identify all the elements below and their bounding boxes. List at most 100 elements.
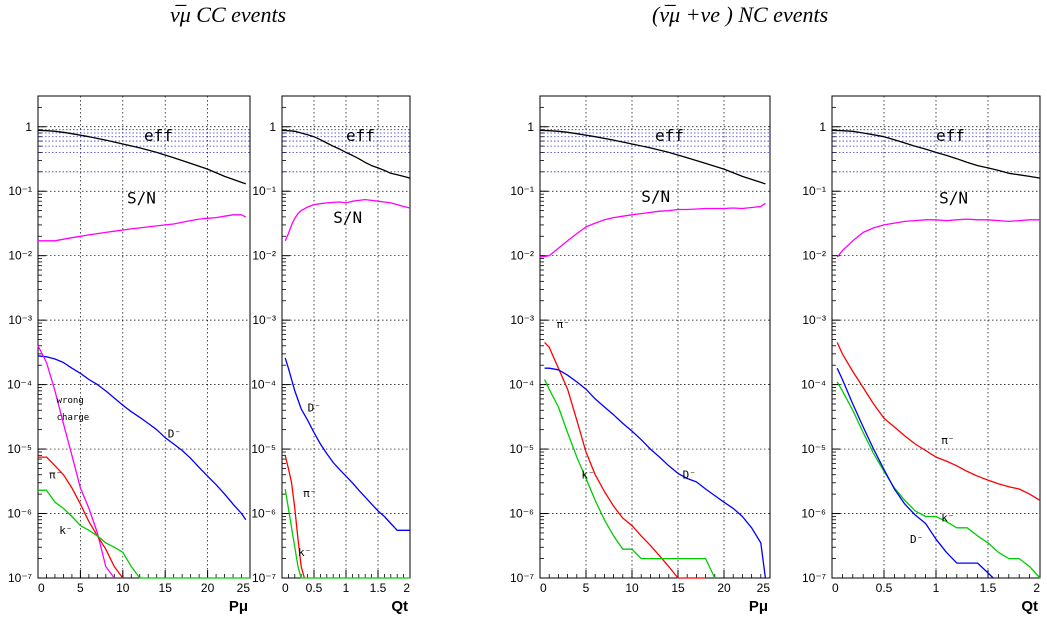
y-tick-label: 10⁻⁴ — [801, 378, 826, 392]
x-tick-label: 0 — [540, 581, 547, 595]
chart-panel-3: 0 5 10 15 20 25 1 10⁻¹ 10⁻² 10⁻³ 10⁻⁴ 10⁻⁵ 10⁻⁶ 10⁻⁷ e… — [509, 95, 771, 615]
series-line-2 — [38, 214, 247, 242]
header-cc-events: ν̅μ CC events — [170, 2, 286, 27]
y-tick-label: 10⁻³ — [252, 313, 276, 327]
y-tick-label: 1 — [819, 120, 826, 134]
x-tick-label: 1.5 — [370, 581, 387, 595]
annotation-label: charge — [57, 413, 90, 423]
plot-frame — [831, 95, 1041, 579]
x-tick-label: 2 — [403, 581, 410, 595]
y-tick-label: 10⁻³ — [802, 313, 826, 327]
x-tick-label: 10 — [625, 581, 639, 595]
header-cc-events-text: ν̅μ CC events — [170, 2, 286, 27]
series-line-1 — [281, 129, 411, 179]
annotation-label: D⁻ — [308, 402, 321, 415]
y-tick-label: 10⁻⁷ — [8, 571, 32, 585]
series-line-1 — [37, 129, 247, 185]
annotation-label: k⁻ — [298, 546, 311, 559]
x-tick-label: 1.5 — [980, 581, 997, 595]
series-line-4 — [836, 381, 1041, 579]
series-line-2 — [836, 218, 1040, 258]
x-tick-label: 1 — [933, 581, 940, 595]
y-tick-label: 10⁻² — [802, 249, 826, 263]
annotation-label: k⁻ — [581, 468, 594, 481]
series-line-2 — [539, 202, 766, 258]
y-tick-label: 1 — [527, 120, 534, 134]
y-tick-label: 10⁻⁷ — [802, 571, 826, 585]
chart-panel-2: 0 0.5 1 1.5 2 1 10⁻¹ 10⁻² 10⁻³ 10⁻⁴ 10⁻⁵ 10⁻⁶ 10⁻⁷ ef… — [251, 95, 411, 615]
y-tick-label: 10⁻⁴ — [509, 378, 534, 392]
series-line-5 — [284, 488, 410, 579]
series-line-1 — [831, 129, 1041, 179]
y-tick-label: 10⁻¹ — [8, 184, 32, 198]
y-tick-label: 10⁻³ — [510, 313, 534, 327]
y-tick-label: 10⁻⁵ — [251, 442, 276, 456]
y-tick-label: 10⁻³ — [8, 313, 32, 327]
x-axis-label: Qt — [1021, 598, 1038, 615]
x-tick-label: 20 — [717, 581, 731, 595]
x-tick-label: 0 — [38, 581, 45, 595]
series-line-3 — [544, 342, 706, 579]
y-tick-label: 10⁻² — [510, 249, 534, 263]
x-tick-label: 0.5 — [876, 581, 893, 595]
y-tick-label: 10⁻⁶ — [7, 507, 32, 521]
annotation-label: π⁻ — [941, 434, 954, 447]
header-nc-events: (ν̅μ +νe ) NC events — [652, 2, 828, 27]
x-tick-label: 15 — [159, 581, 173, 595]
y-tick-label: 1 — [25, 120, 32, 134]
y-tick-label: 10⁻⁵ — [509, 442, 534, 456]
y-tick-label: 10⁻¹ — [252, 184, 276, 198]
x-tick-label: 25 — [237, 581, 251, 595]
x-axis-label: Qt — [391, 598, 408, 615]
x-axis-label: Pμ — [229, 598, 248, 615]
annotation-label: S/N — [939, 188, 968, 207]
annotation-label: S/N — [641, 187, 670, 206]
y-tick-label: 10⁻⁷ — [510, 571, 534, 585]
annotation-label: k⁻ — [941, 512, 954, 525]
plot-frame — [539, 95, 771, 579]
y-tick-label: 10⁻⁴ — [7, 378, 32, 392]
header-nc-events-text: (ν̅μ +νe ) NC events — [652, 2, 828, 27]
annotation-label: D⁻ — [168, 428, 181, 441]
x-tick-label: 5 — [77, 581, 84, 595]
series-line-5 — [544, 379, 716, 579]
x-tick-label: 10 — [116, 581, 130, 595]
x-tick-label: 15 — [671, 581, 685, 595]
x-tick-label: 0 — [832, 581, 839, 595]
x-tick-label: 25 — [757, 581, 771, 595]
annotation-label: eff — [936, 126, 965, 145]
series-line-3 — [284, 357, 410, 531]
x-tick-label: 2 — [1033, 581, 1040, 595]
series-line-3 — [37, 355, 247, 521]
annotation-label: eff — [655, 126, 684, 145]
annotation-label: wrong — [57, 396, 84, 406]
series-line-4 — [544, 367, 767, 579]
annotation-label: π⁻ — [557, 318, 570, 331]
y-tick-label: 10⁻¹ — [510, 184, 534, 198]
x-tick-label: 0 — [282, 581, 289, 595]
x-tick-label: 1 — [343, 581, 350, 595]
annotation-label: π⁻ — [49, 468, 62, 481]
y-tick-label: 10⁻¹ — [802, 184, 826, 198]
panels-group: 0 5 10 15 20 25110⁻¹10⁻²10⁻³10⁻⁴10⁻⁵10⁻⁶10⁻⁷e… — [7, 95, 1041, 615]
chart-panel-1: 0 5 10 15 20 25 1 10⁻¹ 10⁻² 10⁻³ 10⁻⁴ 10⁻⁵ 10⁻⁶ 10⁻⁷ e… — [7, 95, 251, 615]
y-tick-label: 10⁻⁶ — [509, 507, 534, 521]
annotation-label: D⁻ — [683, 468, 696, 481]
y-tick-label: 10⁻⁵ — [7, 442, 32, 456]
series-line-4 — [284, 455, 306, 579]
y-tick-label: 10⁻² — [252, 249, 276, 263]
series-line-1 — [539, 129, 766, 185]
annotation-label: k⁻ — [59, 524, 72, 537]
y-tick-label: 10⁻⁵ — [801, 442, 826, 456]
series-line-6 — [38, 489, 250, 579]
series-line-2 — [284, 198, 411, 242]
annotation-label: S/N — [333, 208, 362, 227]
x-tick-label: 5 — [583, 581, 590, 595]
y-tick-label: 10⁻⁴ — [251, 378, 276, 392]
y-tick-label: 10⁻² — [8, 249, 32, 263]
series-line-3 — [836, 342, 1041, 501]
annotation-label: D⁻ — [910, 533, 923, 546]
x-tick-label: 0.5 — [306, 581, 323, 595]
x-axis-label: Pμ — [749, 598, 768, 615]
